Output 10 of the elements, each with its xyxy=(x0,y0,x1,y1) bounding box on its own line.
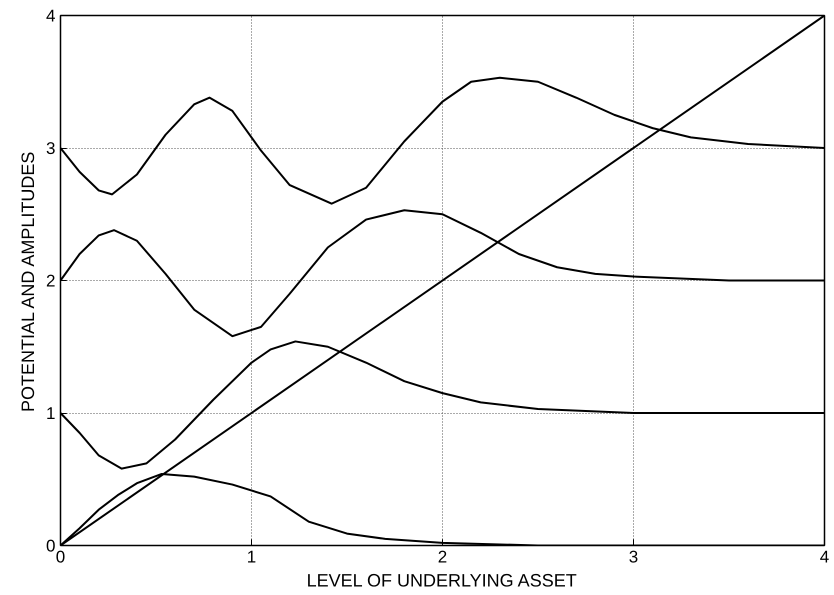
x-tick-label: 3 xyxy=(628,548,638,566)
y-tick-label: 1 xyxy=(46,404,56,423)
y-tick-label: 3 xyxy=(46,139,56,158)
x-tick-label: 1 xyxy=(246,548,256,566)
x-tick-label: 4 xyxy=(820,548,830,566)
y-axis-title: POTENTIAL AND AMPLITUDES xyxy=(18,152,38,412)
x-axis-title: LEVEL OF UNDERLYING ASSET xyxy=(306,570,577,590)
y-tick-label: 4 xyxy=(46,6,56,26)
x-tick-label: 2 xyxy=(438,548,448,566)
y-tick-label: 2 xyxy=(46,272,56,290)
